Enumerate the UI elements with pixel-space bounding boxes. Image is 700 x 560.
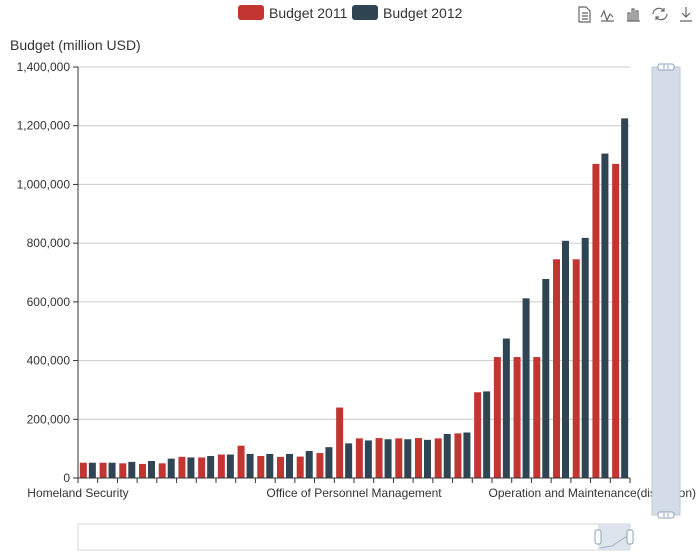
legend-label-2012: Budget 2012: [383, 5, 463, 21]
horizontal-zoom-preview: [599, 534, 631, 549]
bar-2012[interactable]: [463, 432, 471, 478]
bar-2011[interactable]: [572, 259, 580, 478]
gridlines: [78, 66, 630, 420]
bar-2011[interactable]: [296, 456, 304, 478]
bar-2011[interactable]: [336, 407, 344, 478]
horizontal-zoom-slider[interactable]: [77, 523, 634, 551]
bar-2011[interactable]: [277, 456, 284, 478]
save-image-icon[interactable]: [680, 7, 692, 22]
restore-icon[interactable]: [652, 7, 668, 21]
x-tick-label: Office of Personnel Management: [266, 486, 442, 500]
bar-2011[interactable]: [217, 454, 225, 478]
y-axis-ticks: 0 200,000 400,000 600,000 800,000 1,000,000 1,…: [17, 60, 78, 485]
bar-2012[interactable]: [404, 439, 412, 478]
legend-label-2011: Budget 2011: [269, 5, 348, 21]
x-tick-label: Homeland Security: [27, 486, 128, 500]
legend-item-2012[interactable]: Budget 2012: [352, 5, 463, 21]
y-tick-label: 1,400,000: [17, 60, 71, 74]
legend: Budget 2011 Budget 2012: [238, 5, 463, 21]
bars: [79, 118, 629, 478]
bar-2012[interactable]: [542, 278, 550, 478]
bar-2012[interactable]: [443, 433, 451, 478]
y-tick-label: 600,000: [27, 295, 71, 309]
data-view-icon[interactable]: [578, 6, 591, 23]
bar-2012[interactable]: [325, 447, 333, 478]
bar-2011[interactable]: [415, 438, 422, 478]
legend-swatch-2012: [352, 5, 378, 20]
bar-2011[interactable]: [553, 259, 560, 478]
bar-2011[interactable]: [395, 438, 403, 478]
bar-2011[interactable]: [513, 357, 521, 478]
bar-2012[interactable]: [424, 439, 431, 478]
bar-2012[interactable]: [266, 453, 274, 478]
bar-2012[interactable]: [167, 458, 175, 478]
x-axis: Homeland Security Office of Personnel Man…: [27, 67, 696, 500]
bar-2011[interactable]: [592, 163, 600, 478]
bar-2012[interactable]: [108, 462, 116, 478]
horizontal-zoom-handle-left[interactable]: [594, 529, 602, 545]
bar-2012[interactable]: [345, 443, 353, 478]
bar-2011[interactable]: [257, 455, 265, 478]
bar-2011[interactable]: [355, 438, 363, 478]
bar-2012[interactable]: [187, 457, 195, 478]
vertical-zoom-track[interactable]: [651, 66, 681, 516]
horizontal-zoom-selection[interactable]: [598, 524, 630, 550]
bar-2011[interactable]: [375, 438, 383, 478]
bar-2012[interactable]: [207, 455, 215, 478]
y-tick-label: 400,000: [27, 354, 71, 368]
bar-2012[interactable]: [246, 453, 254, 478]
y-tick-label: 0: [63, 471, 70, 485]
vertical-zoom-slider[interactable]: [651, 63, 681, 519]
bar-2012[interactable]: [621, 118, 629, 478]
bar-2012[interactable]: [581, 237, 589, 478]
y-tick-label: 200,000: [27, 412, 71, 426]
toolbox: [578, 6, 692, 23]
legend-item-2011[interactable]: Budget 2011: [238, 5, 348, 21]
bar-2012[interactable]: [128, 461, 136, 478]
bar-2012[interactable]: [88, 462, 96, 478]
y-axis-title: Budget (million USD): [10, 37, 141, 53]
bar-2011[interactable]: [79, 462, 87, 478]
line-chart-icon[interactable]: [600, 9, 614, 22]
bar-2012[interactable]: [148, 460, 155, 478]
bar-chart-icon[interactable]: [627, 8, 640, 22]
bar-2012[interactable]: [483, 391, 491, 478]
bar-2011[interactable]: [612, 163, 620, 478]
y-tick-label: 1,000,000: [17, 177, 71, 191]
bar-2012[interactable]: [502, 338, 510, 478]
horizontal-zoom-handle-right[interactable]: [626, 529, 634, 545]
bar-2012[interactable]: [601, 153, 609, 478]
bar-2011[interactable]: [493, 357, 501, 478]
bar-2012[interactable]: [305, 450, 313, 478]
x-tick-label: Operation and Maintenance(discretion): [489, 486, 696, 500]
bar-2011[interactable]: [99, 462, 107, 478]
bar-2011[interactable]: [158, 463, 166, 478]
bar-2012[interactable]: [286, 453, 293, 478]
bar-2011[interactable]: [119, 463, 127, 478]
vertical-zoom-handle-bottom[interactable]: [657, 511, 675, 519]
bar-2011[interactable]: [237, 445, 245, 478]
bar-2012[interactable]: [364, 440, 372, 478]
vertical-zoom-handle-top[interactable]: [657, 63, 675, 71]
bar-2012[interactable]: [384, 439, 392, 478]
bar-2011[interactable]: [474, 392, 482, 478]
bar-2011[interactable]: [434, 438, 442, 478]
y-tick-label: 1,200,000: [17, 119, 71, 133]
horizontal-zoom-track[interactable]: [77, 523, 631, 551]
bar-2011[interactable]: [139, 463, 146, 478]
bar-2012[interactable]: [522, 298, 530, 478]
bar-2011[interactable]: [533, 357, 541, 478]
bar-2011[interactable]: [454, 433, 462, 478]
bar-2011[interactable]: [198, 457, 206, 478]
bar-2011[interactable]: [316, 453, 324, 478]
bar-2011[interactable]: [178, 456, 186, 478]
y-tick-label: 800,000: [27, 236, 71, 250]
bar-2012[interactable]: [562, 240, 569, 478]
bar-2012[interactable]: [226, 454, 234, 478]
legend-swatch-2011: [238, 5, 264, 20]
